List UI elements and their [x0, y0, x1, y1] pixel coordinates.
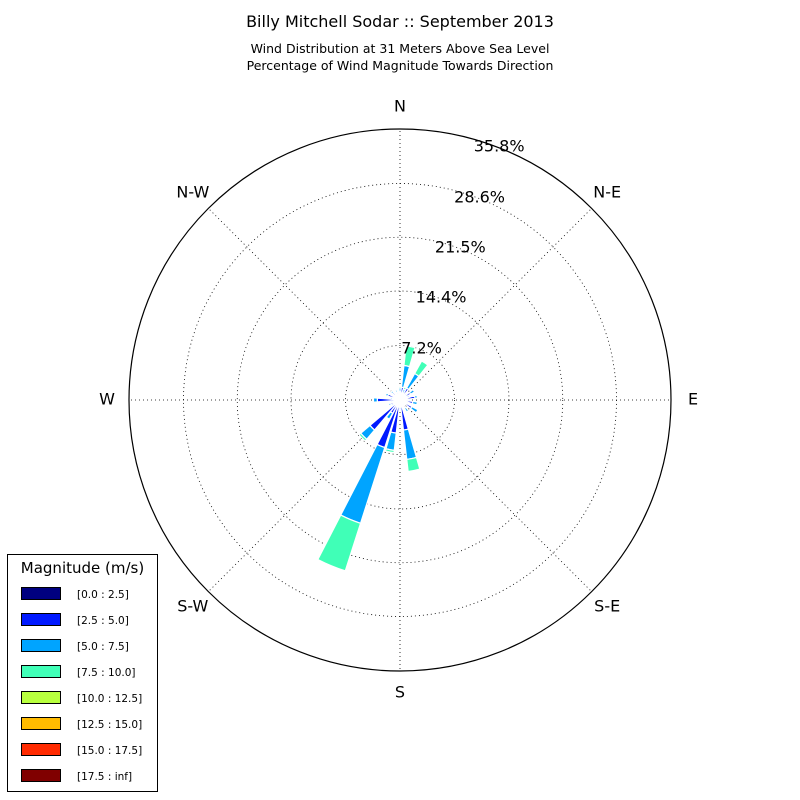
rose-bar-segment	[412, 388, 417, 393]
rose-bar-segment	[411, 400, 418, 406]
polar-grid	[128, 128, 672, 672]
rose-bar-segment	[385, 416, 391, 421]
rose-bar-segment	[409, 405, 419, 414]
radial-tick-label: 21.5%	[435, 238, 486, 257]
direction-label: W	[99, 390, 115, 409]
legend-swatch	[21, 743, 61, 756]
legend-swatch	[21, 613, 61, 626]
rose-bar-segment	[358, 432, 368, 442]
rose-bar-segment	[403, 345, 416, 368]
rose-bar-segment	[403, 406, 410, 413]
legend-swatch	[21, 665, 61, 678]
outer-circle	[128, 128, 672, 672]
legend-label: [2.5 : 5.0]	[77, 615, 129, 627]
radial-tick-label: 35.8%	[474, 136, 525, 155]
rose-bar-segment	[339, 443, 386, 525]
ring-gridline	[345, 345, 455, 455]
ring-gridline	[290, 290, 510, 510]
legend-label: [0.0 : 2.5]	[77, 589, 129, 601]
rose-bar-segment	[406, 456, 421, 473]
rose-bar-segment	[402, 428, 418, 461]
direction-label: S-W	[177, 597, 208, 616]
direction-label: E	[688, 390, 698, 409]
chart-subtitle-line2: Percentage of Wind Magnitude Towards Dir…	[246, 58, 554, 73]
rose-bar-segment	[389, 389, 395, 395]
rose-bar-segment	[384, 448, 395, 454]
rose-bar-segment	[387, 402, 393, 407]
rose-bar-segment	[398, 385, 402, 389]
legend-label: [10.0 : 12.5]	[77, 693, 143, 705]
legend-label: [12.5 : 15.0]	[77, 719, 143, 731]
chart-subtitle-line1: Wind Distribution at 31 Meters Above Sea…	[250, 41, 550, 56]
legend-swatch	[21, 717, 61, 730]
legend-label: [17.5 : inf]	[77, 771, 133, 783]
radial-tick-label: 14.4%	[416, 288, 467, 307]
direction-label: S	[395, 683, 405, 702]
polar-labels: N N-E E S-E S S-W W N-W 7.2% 14.4% 21.5% 28.6% 35.8%	[99, 97, 698, 702]
legend-label: [7.5 : 10.0]	[77, 667, 136, 679]
chart-title: Billy Mitchell Sodar :: September 2013	[246, 12, 554, 31]
legend-swatch	[21, 691, 61, 704]
radial-tick-label: 7.2%	[401, 339, 442, 358]
rose-bar-segment	[413, 394, 418, 399]
rose-bar-segment	[397, 391, 400, 395]
ring-gridline	[183, 183, 617, 617]
rose-bar-segment	[372, 397, 379, 403]
legend-swatch	[21, 769, 61, 782]
direction-label: S-E	[594, 597, 620, 616]
legend-swatch	[21, 639, 61, 652]
ring-gridline	[236, 236, 564, 564]
wind-rose-bars	[317, 345, 429, 572]
legend-title: Magnitude (m/s)	[20, 559, 145, 577]
rose-bar-segment	[317, 514, 362, 572]
direction-label: N-W	[176, 182, 209, 201]
direction-label: N-E	[593, 182, 621, 201]
legend-label: [15.0 : 17.5]	[77, 745, 143, 757]
rose-bar-segment	[394, 389, 399, 394]
radial-tick-label: 28.6%	[454, 187, 505, 206]
legend-swatch	[21, 587, 61, 600]
legend-label: [5.0 : 7.5]	[77, 641, 129, 653]
rose-bar-segment	[384, 392, 390, 397]
direction-label: N	[394, 97, 406, 116]
rose-bar-segment	[405, 372, 420, 391]
rose-bar-segment	[413, 360, 429, 378]
legend: Magnitude (m/s) [0.0 : 2.5] [2.5 : 5.0] [5…	[7, 554, 158, 792]
radial-gridline	[208, 208, 401, 401]
radial-gridline	[399, 399, 592, 592]
